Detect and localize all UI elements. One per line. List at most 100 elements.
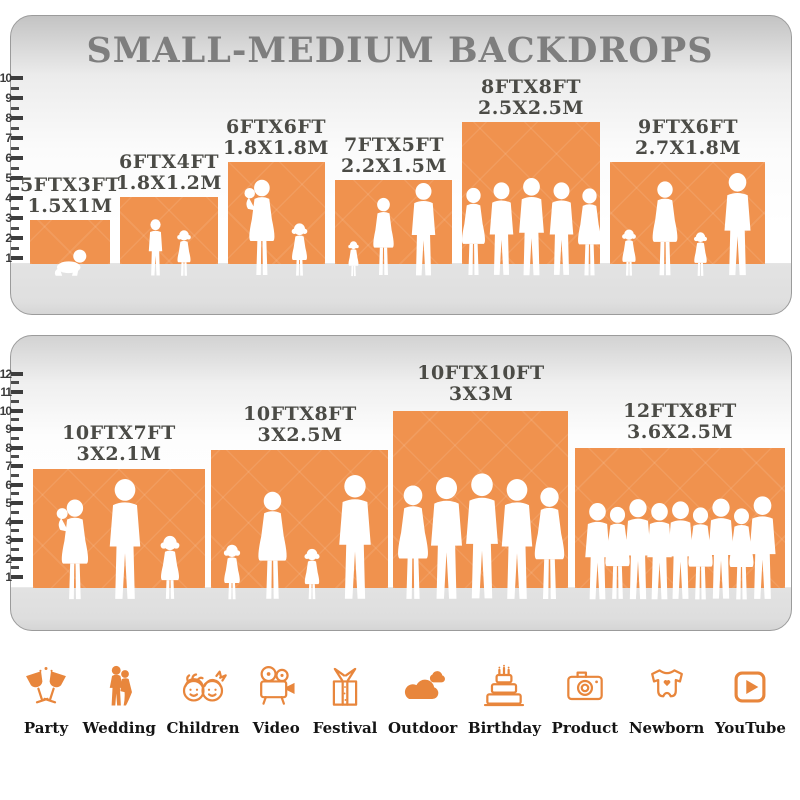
category-video: Video <box>250 662 302 737</box>
youtube-icon <box>734 671 766 703</box>
size-m: 3X3M <box>448 383 514 405</box>
silhouette-group <box>602 173 773 277</box>
silhouette-woman <box>258 491 287 599</box>
category-party: Party <box>20 662 72 737</box>
backdrop-6x6 <box>228 162 325 276</box>
silhouette-woman <box>652 181 677 276</box>
wedding-icon <box>109 665 133 706</box>
category-label: Party <box>23 719 69 737</box>
category-label: Video <box>252 719 300 737</box>
category-wedding: Wedding <box>83 662 156 737</box>
size-ft: 10FTX10FT <box>417 362 545 384</box>
backdrop-12x8 <box>575 448 785 600</box>
backdrop-8x8 <box>461 122 601 276</box>
size-label: 8FTX8FT 2.5X2.5M <box>431 77 631 119</box>
silhouette-girl <box>223 544 241 600</box>
size-label: 10FTX10FT 3X3M <box>381 363 581 405</box>
silhouette-group <box>220 179 333 277</box>
silhouette-group <box>22 247 118 277</box>
size-label: 9FTX6FT 2.7X1.8M <box>588 117 788 159</box>
category-row: Party Wedding <box>20 662 786 737</box>
children-icon <box>182 670 227 702</box>
silhouette-group <box>385 473 576 601</box>
size-m: 1.8X1.2M <box>116 172 222 194</box>
silhouette-man <box>748 496 776 599</box>
silhouette-girl <box>160 535 180 599</box>
silhouette-group <box>567 496 793 601</box>
festival-icon <box>332 667 358 706</box>
silhouette-girl <box>304 548 320 600</box>
size-m: 2.2X1.5M <box>341 155 447 177</box>
category-label: Product <box>551 719 619 737</box>
category-label: Children <box>166 719 240 737</box>
backdrop-6x4 <box>120 197 218 276</box>
silhouette-group <box>203 475 396 601</box>
party-icon <box>26 667 66 704</box>
size-ft: 5FTX3FT <box>20 174 120 196</box>
category-product: Product <box>551 662 619 737</box>
backdrop-7x5 <box>335 180 452 277</box>
backdrop-10x10 <box>393 411 568 599</box>
silhouette-man <box>339 475 371 599</box>
backdrop-10x7 <box>33 469 205 600</box>
silhouette-womanbaby <box>244 179 275 275</box>
size-m: 3X2.1M <box>76 443 162 465</box>
silhouette-girl <box>621 229 636 276</box>
silhouette-woman <box>373 197 394 276</box>
page-title: SMALL-MEDIUM BACKDROPS <box>86 30 714 71</box>
size-label: 10FTX8FT 3X2.5M <box>200 404 400 446</box>
size-ft: 10FTX8FT <box>243 403 357 425</box>
silhouette-boy <box>148 219 162 276</box>
birthday-icon <box>484 664 525 707</box>
silhouette-womanbaby <box>56 499 89 600</box>
silhouette-girl <box>176 230 191 276</box>
silhouette-girl <box>693 232 707 276</box>
category-children: Children <box>166 662 240 737</box>
category-label: Festival <box>312 719 378 737</box>
size-m: 1.5X1M <box>27 195 113 217</box>
size-ft: 6FTX6FT <box>226 116 326 138</box>
category-outdoor: Outdoor <box>388 662 457 737</box>
silhouette-woman <box>534 487 564 599</box>
backdrop-9x6 <box>610 162 765 276</box>
silhouette-group <box>454 178 608 277</box>
silhouette-group <box>327 183 460 277</box>
silhouette-girl <box>348 241 359 277</box>
category-newborn: Newborn <box>629 662 704 737</box>
size-m: 2.7X1.8M <box>635 137 741 159</box>
size-label: 6FTX4FT 1.8X1.2M <box>69 152 269 194</box>
silhouette-girl <box>291 223 308 276</box>
size-ft: 7FTX5FT <box>344 134 444 156</box>
size-m: 3.6X2.5M <box>627 421 733 443</box>
size-m: 1.8X1.8M <box>223 137 329 159</box>
silhouette-man <box>724 173 750 276</box>
product-icon <box>567 671 603 701</box>
category-youtube: YouTube <box>715 662 786 737</box>
size-label: 6FTX6FT 1.8X1.8M <box>176 117 376 159</box>
outdoor-icon <box>404 671 445 700</box>
size-ft: 10FTX7FT <box>62 422 176 444</box>
silhouette-group <box>112 219 226 277</box>
size-ft: 12FTX8FT <box>623 400 737 422</box>
category-birthday: Birthday <box>468 662 541 737</box>
size-m: 2.5X2.5M <box>478 97 584 119</box>
size-label: 5FTX3FT 1.5X1M <box>0 175 170 217</box>
size-label: 10FTX7FT 3X2.1M <box>19 423 219 465</box>
silhouette-baby <box>54 249 87 276</box>
silhouette-man <box>411 183 436 276</box>
size-m: 3X2.5M <box>257 424 343 446</box>
backdrop-5x3 <box>30 220 110 276</box>
category-label: Wedding <box>82 719 156 737</box>
category-label: Outdoor <box>387 719 458 737</box>
category-label: YouTube <box>714 719 786 737</box>
size-ft: 6FTX4FT <box>119 151 219 173</box>
backdrop-10x8 <box>211 450 388 600</box>
category-label: Newborn <box>628 719 705 737</box>
silhouette-group <box>25 479 213 601</box>
silhouette-man <box>109 479 141 599</box>
category-festival: Festival <box>312 662 378 737</box>
size-label: 12FTX8FT 3.6X2.5M <box>580 401 780 443</box>
video-icon <box>260 665 295 705</box>
size-ft: 8FTX8FT <box>481 76 581 98</box>
